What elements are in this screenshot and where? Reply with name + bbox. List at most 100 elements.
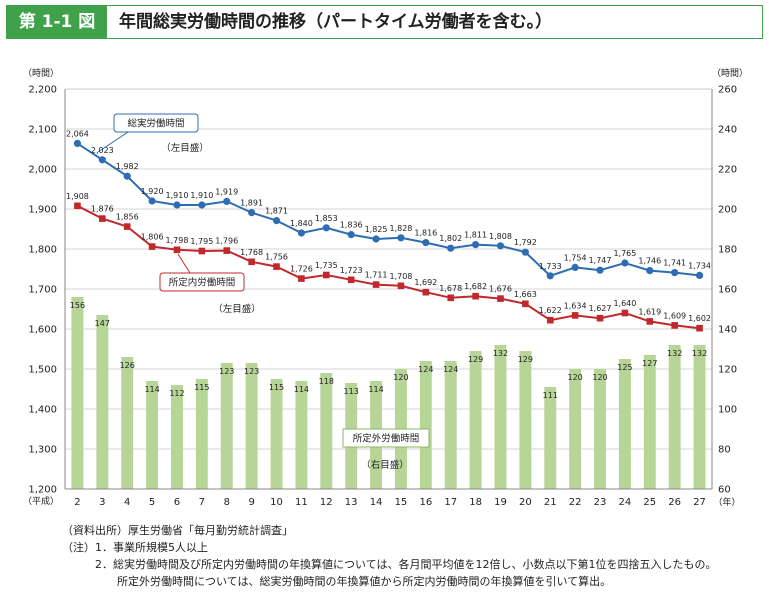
- scheduled-hours-label: 1,856: [116, 213, 139, 222]
- overtime-bar-label: 114: [144, 385, 159, 394]
- x-tick-label: 5: [149, 497, 155, 508]
- x-tick-label: 17: [444, 497, 457, 508]
- x-tick-label: 12: [320, 497, 333, 508]
- scheduled-hours-label: 1,682: [464, 282, 487, 291]
- scheduled-hours-point: [148, 243, 156, 250]
- scheduled-hours-line: [76, 204, 700, 330]
- overtime-bar: [171, 385, 183, 489]
- left-tick-label: 1,800: [28, 245, 57, 256]
- left-tick-label: 1,200: [28, 485, 57, 496]
- total-hours-label: 1,802: [439, 234, 462, 243]
- overtime-bar-label: 129: [468, 355, 483, 364]
- x-tick-label: 4: [124, 497, 130, 508]
- x-tick-label: 6: [174, 497, 180, 508]
- right-tick-label: 200: [718, 205, 737, 216]
- overtime-bar: [146, 381, 159, 489]
- x-tick-label: 3: [99, 497, 105, 508]
- total-hours-point: [123, 172, 131, 180]
- x-tick-label: 8: [224, 497, 230, 508]
- total-hours-point: [422, 239, 430, 247]
- right-tick-label: 260: [718, 85, 737, 96]
- total-hours-label: 1,765: [613, 249, 636, 258]
- overtime-bar: [71, 297, 84, 489]
- total-hours-point: [671, 269, 679, 277]
- overtime-bar-label: 123: [219, 367, 234, 376]
- total-hours-point: [372, 235, 380, 243]
- scheduled-hours-label: 1,602: [688, 314, 711, 323]
- axes: 1,200 60 1,300 80 1,400 100 1,500 120 1,600 140 1,…: [23, 68, 748, 508]
- scheduled-hours-point: [372, 281, 380, 288]
- scheduled-hours-point: [347, 276, 355, 284]
- scheduled-hours-label: 1,795: [190, 237, 213, 246]
- right-tick-label: 80: [718, 445, 731, 456]
- scheduled-hours-point: [123, 223, 131, 230]
- overtime-bar-label: 132: [493, 349, 508, 358]
- overtime-bar-label: 115: [269, 383, 284, 392]
- overtime-callout-label: 所定外労働時間: [353, 433, 420, 445]
- total-hours-label: 1,816: [414, 229, 437, 238]
- overtime-axis-note: （右目盛）: [361, 459, 409, 471]
- x-tick-label: 22: [569, 497, 582, 508]
- x-tick-label: 9: [248, 497, 254, 508]
- scheduled-hours-point: [397, 282, 405, 290]
- total-hours-point: [297, 229, 306, 237]
- total-hours-label: 1,741: [663, 259, 686, 268]
- note-1: （注）1．事業所規模5人以上: [62, 541, 208, 554]
- scheduled-hours-point: [422, 288, 430, 296]
- scheduled-hours-point: [198, 247, 206, 255]
- total-hours-label: 1,910: [166, 191, 189, 200]
- scheduled-hours-label: 1,726: [290, 265, 313, 274]
- left-tick-label: 2,100: [28, 125, 57, 136]
- scheduled-hours-point: [621, 309, 629, 317]
- x-tick-label: 24: [619, 497, 632, 508]
- overtime-bar-label: 113: [344, 387, 359, 396]
- total-hours-point: [521, 248, 529, 256]
- scheduled-hours-label: 1,634: [564, 301, 587, 310]
- total-hours-label: 1,754: [564, 253, 587, 262]
- total-hours-line: [76, 142, 700, 277]
- overtime-bar: [220, 363, 233, 489]
- scheduled-hours-callout-label: 所定内労働時間: [169, 277, 236, 289]
- right-tick-label: 60: [718, 485, 731, 496]
- right-tick-label: 100: [718, 405, 737, 416]
- note-2-cont: 所定外労働時間については、総実労働時間の年換算値から所定内労働時間の年換算値を引…: [62, 575, 612, 588]
- total-hours-point: [248, 209, 256, 217]
- scheduled-hours-point: [447, 294, 455, 302]
- left-tick-label: 1,400: [28, 405, 57, 416]
- right-tick-label: 240: [718, 125, 737, 136]
- overtime-bar: [270, 379, 283, 489]
- total-hours-callout-box: [113, 113, 199, 133]
- overtime-bar: [618, 359, 631, 489]
- scheduled-hours-label: 1,692: [414, 278, 437, 287]
- overtime-bar-label: 129: [518, 355, 533, 364]
- x-tick-label: 27: [693, 497, 706, 508]
- overtime-bar-label: 118: [319, 377, 334, 386]
- scheduled-hours-point: [248, 258, 255, 266]
- overtime-bar: [693, 345, 706, 489]
- left-tick-label: 1,500: [28, 365, 57, 376]
- x-tick-label: 13: [345, 497, 358, 508]
- scheduled-hours-point: [596, 314, 604, 322]
- overtime-bar-label: 127: [642, 359, 657, 368]
- scheduled-hours-label: 1,908: [66, 192, 89, 201]
- left-tick-label: 1,900: [28, 205, 57, 216]
- total-hours-point: [347, 231, 355, 239]
- overtime-bar-label: 120: [592, 373, 607, 382]
- total-hours-label: 1,836: [340, 221, 363, 230]
- scheduled-hours-label: 1,768: [240, 248, 263, 257]
- total-hours-point: [546, 272, 554, 280]
- overtime-bar: [494, 345, 507, 489]
- x-tick-label: 2: [74, 497, 80, 508]
- total-hours-label: 1,910: [190, 191, 213, 200]
- data-labels: 156 147 126 114 112 115 123 123 115 114 118 113 114 1…: [66, 129, 711, 400]
- figure-header: 第 1-1 図 年間総実労働時間の推移（パートタイム労働者を含む。）: [6, 5, 763, 39]
- overtime-bar-label: 124: [443, 365, 458, 374]
- scheduled-hours-label: 1,619: [638, 307, 661, 316]
- x-tick-label: 26: [668, 497, 681, 508]
- total-hours-callout-pointer: [97, 131, 129, 153]
- overtime-bar: [245, 363, 258, 489]
- scheduled-hours-callout-box: [159, 272, 245, 292]
- total-hours-label: 1,891: [240, 199, 263, 208]
- x-tick-label: 10: [270, 497, 283, 508]
